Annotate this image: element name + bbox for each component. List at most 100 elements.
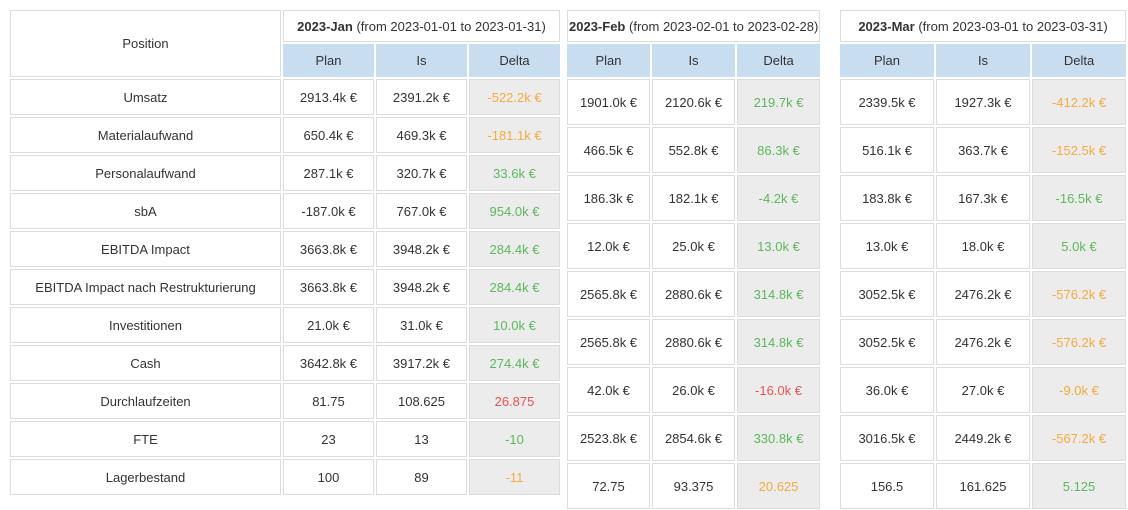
delta-cell: 26.875 [468, 383, 560, 419]
feb-table: 2023-Feb (from 2023-02-01 to 2023-02-28)… [565, 8, 822, 510]
delta-cell: -576.2k € [1032, 271, 1127, 317]
plan-cell: 12.0k € [567, 223, 650, 269]
plan-cell: 42.0k € [567, 367, 650, 413]
position-cell: Investitionen [10, 307, 281, 343]
is-cell: 3917.2k € [375, 345, 467, 381]
delta-cell: 20.625 [737, 463, 821, 509]
delta-cell: -412.2k € [1032, 79, 1127, 125]
delta-cell: -11 [468, 459, 560, 495]
delta-cell: 13.0k € [737, 223, 821, 269]
is-cell: 320.7k € [375, 155, 467, 191]
is-cell: 93.375 [652, 463, 735, 509]
plan-cell: -187.0k € [282, 193, 374, 229]
plan-cell: 466.5k € [567, 127, 650, 173]
table-row: 13.0k €18.0k €5.0k € [840, 223, 1127, 269]
is-cell: 26.0k € [652, 367, 735, 413]
plan-cell: 3642.8k € [282, 345, 374, 381]
plan-cell: 183.8k € [840, 175, 934, 221]
delta-cell: 33.6k € [468, 155, 560, 191]
position-cell: sbA [10, 193, 281, 229]
month-header-row: Position 2023-Jan (from 2023-01-01 to 20… [10, 10, 560, 77]
table-row: 1901.0k €2120.6k €219.7k € [567, 79, 821, 125]
delta-cell: -567.2k € [1032, 415, 1127, 461]
is-cell: 552.8k € [652, 127, 735, 173]
plan-cell: 72.75 [567, 463, 650, 509]
plan-cell: 3663.8k € [282, 231, 374, 267]
column-header-is: Is [936, 44, 1030, 77]
subheader-row: Plan Is Delta [567, 44, 821, 77]
is-cell: 13 [375, 421, 467, 457]
plan-cell: 2565.8k € [567, 319, 650, 365]
is-cell: 108.625 [375, 383, 467, 419]
table-row: 156.5 161.625 5.125 [840, 463, 1127, 509]
plan-cell: 1901.0k € [567, 79, 650, 125]
column-header-is: Is [375, 44, 467, 77]
column-header-plan: Plan [567, 44, 650, 77]
delta-cell: 314.8k € [737, 271, 821, 317]
is-cell: 182.1k € [652, 175, 735, 221]
plan-cell: 2913.4k € [282, 79, 374, 115]
position-cell: Cash [10, 345, 281, 381]
position-cell: Umsatz [10, 79, 281, 115]
plan-cell: 100 [282, 459, 374, 495]
is-cell: 167.3k € [936, 175, 1030, 221]
table-row: Investitionen 21.0k €31.0k €10.0k € [10, 307, 560, 343]
table-row: EBITDA Impact nach Restrukturierung 3663.… [10, 269, 560, 305]
table-row: 42.0k €26.0k € -16.0k € [567, 367, 821, 413]
column-header-plan: Plan [282, 44, 374, 77]
is-cell: 469.3k € [375, 117, 467, 153]
plan-cell: 3052.5k € [840, 319, 934, 365]
delta-cell: 219.7k € [737, 79, 821, 125]
is-cell: 3948.2k € [375, 231, 467, 267]
table-row: FTE 23 13 -10 [10, 421, 560, 457]
position-column-header: Position [10, 10, 281, 77]
month-header-feb: 2023-Feb (from 2023-02-01 to 2023-02-28) [567, 10, 821, 42]
table-row: 3052.5k €2476.2k € -576.2k € [840, 271, 1127, 317]
delta-cell: 5.125 [1032, 463, 1127, 509]
delta-cell: -181.1k € [468, 117, 560, 153]
column-header-delta: Delta [737, 44, 821, 77]
plan-cell: 21.0k € [282, 307, 374, 343]
delta-cell: 330.8k € [737, 415, 821, 461]
position-cell: FTE [10, 421, 281, 457]
table-row: 2523.8k €2854.6k €330.8k € [567, 415, 821, 461]
column-header-delta: Delta [1032, 44, 1127, 77]
month-range-feb: (from 2023-02-01 to 2023-02-28) [629, 18, 819, 34]
month-header-row: 2023-Mar (from 2023-03-01 to 2023-03-31) [840, 10, 1127, 42]
table-row: Lagerbestand 100 89 -11 [10, 459, 560, 495]
delta-cell: -16.0k € [737, 367, 821, 413]
plan-cell: 23 [282, 421, 374, 457]
month-range-mar: (from 2023-03-01 to 2023-03-31) [918, 18, 1108, 34]
plan-cell: 287.1k € [282, 155, 374, 191]
is-cell: 2854.6k € [652, 415, 735, 461]
delta-cell: 954.0k € [468, 193, 560, 229]
table-row: Personalaufwand 287.1k €320.7k €33.6k € [10, 155, 560, 191]
position-cell: Materialaufwand [10, 117, 281, 153]
column-header-is: Is [652, 44, 735, 77]
plan-cell: 13.0k € [840, 223, 934, 269]
is-cell: 25.0k € [652, 223, 735, 269]
delta-cell: -576.2k € [1032, 319, 1127, 365]
delta-cell: -9.0k € [1032, 367, 1127, 413]
is-cell: 2120.6k € [652, 79, 735, 125]
delta-cell: -152.5k € [1032, 127, 1127, 173]
delta-cell: 314.8k € [737, 319, 821, 365]
is-cell: 27.0k € [936, 367, 1030, 413]
is-cell: 2476.2k € [936, 319, 1030, 365]
is-cell: 2391.2k € [375, 79, 467, 115]
table-row: Materialaufwand 650.4k €469.3k € -181.1k € [10, 117, 560, 153]
table-row: 466.5k €552.8k €86.3k € [567, 127, 821, 173]
month-header-mar: 2023-Mar (from 2023-03-01 to 2023-03-31) [840, 10, 1127, 42]
table-row: EBITDA Impact 3663.8k €3948.2k €284.4k € [10, 231, 560, 267]
is-cell: 1927.3k € [936, 79, 1030, 125]
table-row: 2565.8k €2880.6k €314.8k € [567, 319, 821, 365]
table-row: 12.0k €25.0k €13.0k € [567, 223, 821, 269]
table-row: 2565.8k €2880.6k €314.8k € [567, 271, 821, 317]
delta-cell: 86.3k € [737, 127, 821, 173]
month-header-jan: 2023-Jan (from 2023-01-01 to 2023-01-31) [282, 10, 560, 42]
is-cell: 161.625 [936, 463, 1030, 509]
position-cell: EBITDA Impact [10, 231, 281, 267]
table-row: 3052.5k €2476.2k € -576.2k € [840, 319, 1127, 365]
is-cell: 767.0k € [375, 193, 467, 229]
delta-cell: 10.0k € [468, 307, 560, 343]
